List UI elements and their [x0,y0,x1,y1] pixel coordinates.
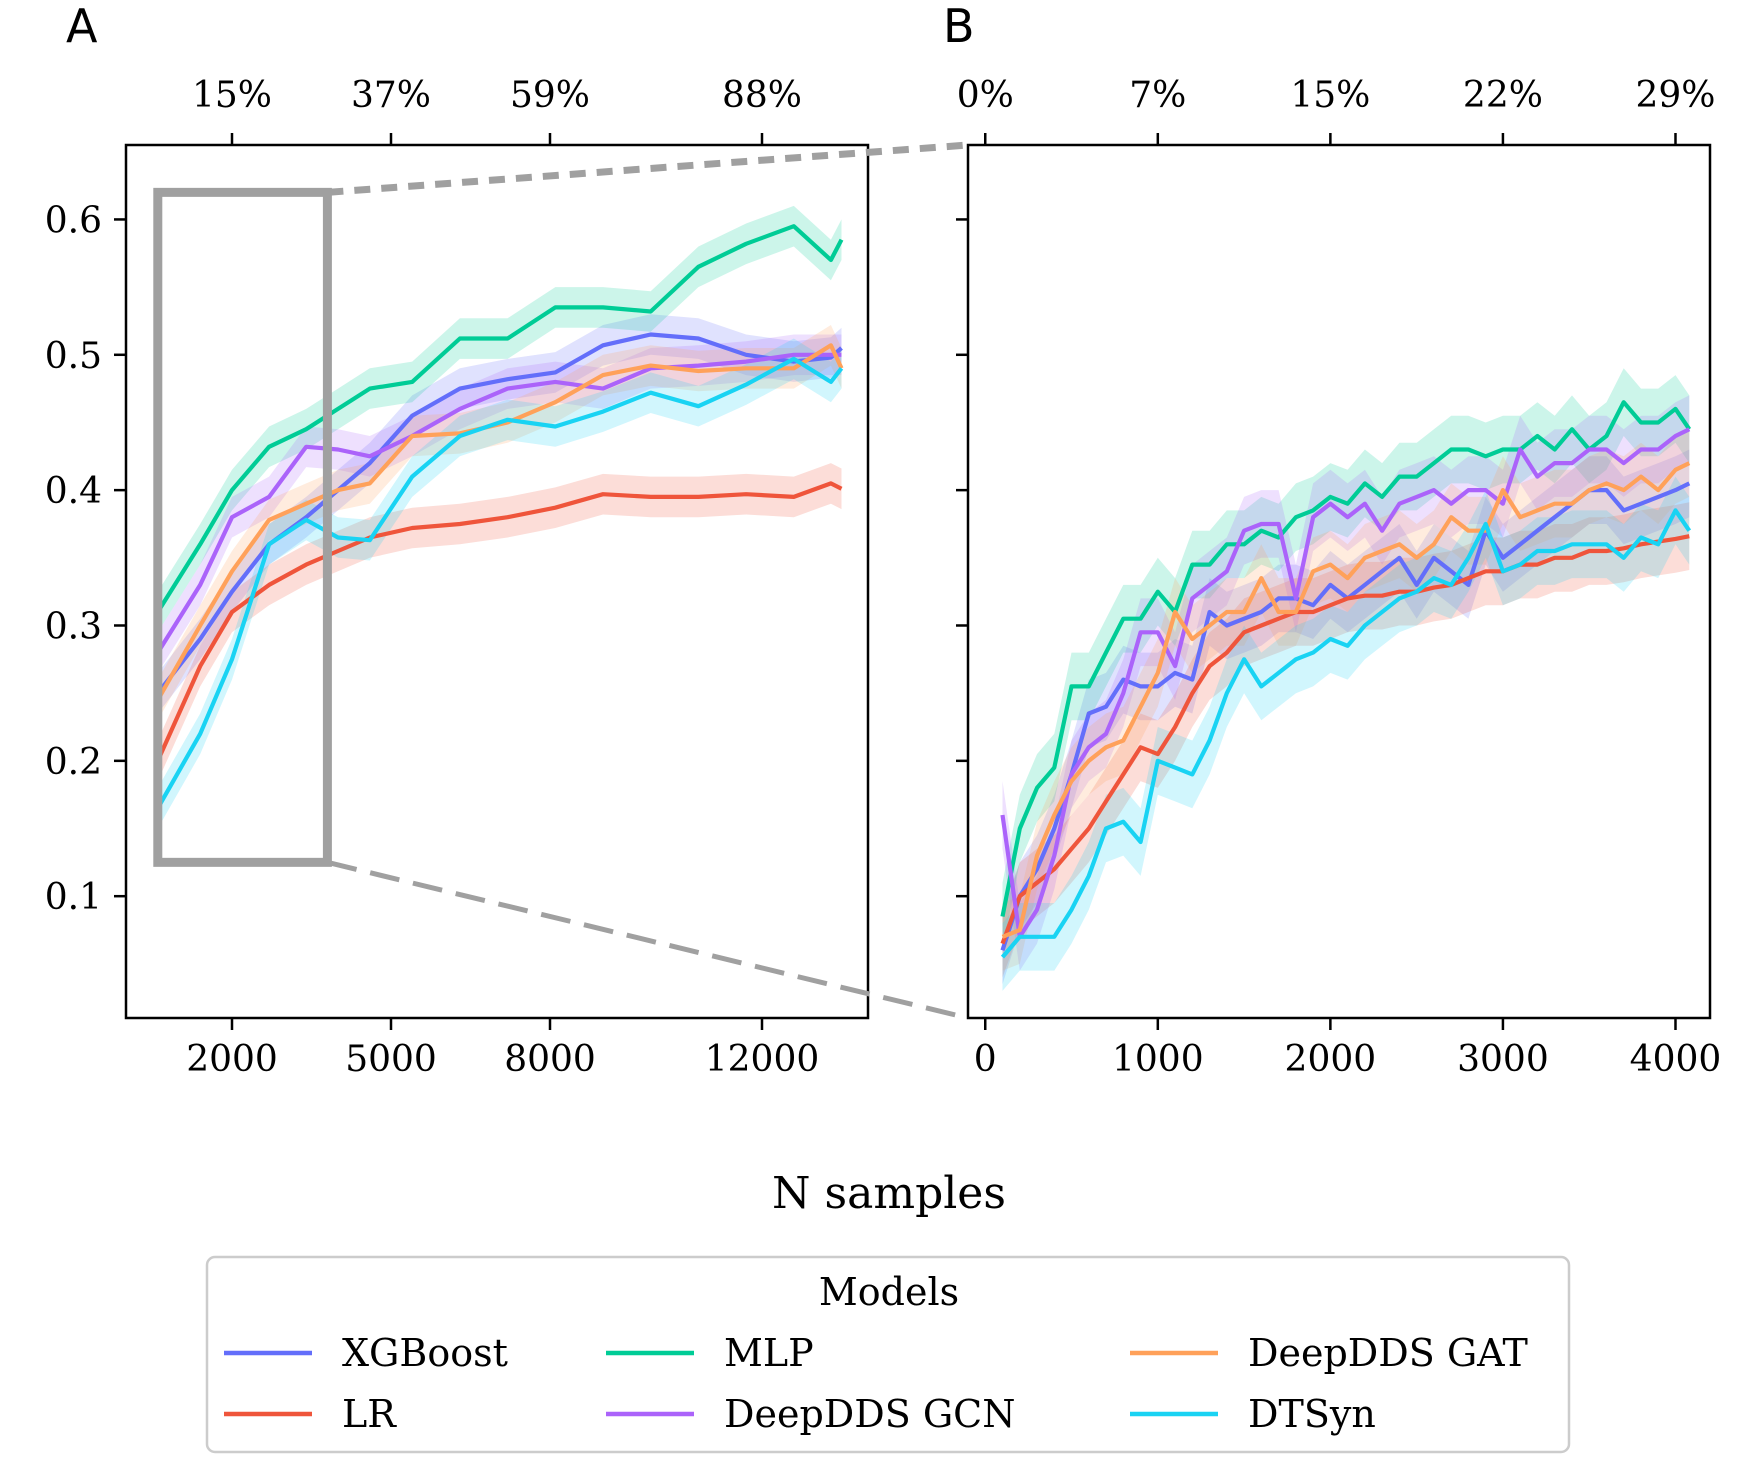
panel-a: 2000 5000 8000 12000 15% 37% 59% 88% 0.1 0.2 0.3 0.… [45,75,870,1080]
panel-a-line-deepdds-gcn [156,352,842,654]
panel-a-y-tick-label: 0.3 [45,606,102,647]
panel-b-frame [966,143,1712,1020]
panel-b-line-deepdds-gat [1001,461,1691,939]
panel-a-frame [124,143,870,1020]
panel-a-y-tick-label: 0.4 [45,471,102,512]
panel-a-letter: A [66,0,98,53]
panel-b-band-dtsyn [1002,476,1690,991]
legend-label-xgboost: XGBoost [342,1331,508,1375]
panel-a-x-tick-label: 5000 [345,1039,437,1080]
panel-a-band-dtsyn [157,338,842,829]
panel-a-top-tick-label: 15% [192,75,272,116]
panel-a-y-tick-label: 0.2 [45,742,102,783]
panel-b-band-deepdds-gat [1002,429,1690,971]
panel-a-line-mlp [156,224,844,614]
panel-a-x-tick-label: 2000 [186,1039,278,1080]
panel-b-x-tick-label: 1000 [1112,1039,1204,1080]
legend-label-lr: LR [342,1392,397,1436]
panel-b-line-dtsyn [1000,508,1692,959]
panel-a-y-tick-label: 0.5 [45,336,102,377]
panel-a-top-tick-label: 88% [722,75,802,116]
zoom-connectors [326,141,969,1021]
legend-frame [205,1255,1571,1454]
panel-b-top-tick-label: 7% [1129,75,1186,116]
panel-b-band-xgboost [1002,449,1690,985]
panel-a-top-tick-label: 59% [510,75,590,116]
panel-b-x-tick-label: 4000 [1630,1039,1722,1080]
zoom-box [153,187,332,867]
panel-a-x-tick-label: 8000 [504,1039,596,1080]
panel-a-y-tick-label: 0.6 [45,200,102,241]
panel-b: 0 1000 2000 3000 4000 0% 7% 15% 22% 29% [956,75,1721,1080]
panel-b-top-tick-label: 15% [1290,75,1370,116]
legend: Models XGBoost LR MLP DeepDDS GCN DeepDDS GA… [205,1255,1571,1454]
legend-items: XGBoost LR MLP DeepDDS GCN DeepDDS GAT DTSyn [224,1331,1528,1436]
panel-b-line-deepdds-gcn [1000,427,1691,939]
panel-b-band-mlp [1002,368,1690,951]
panel-a-top-tick-label: 37% [351,75,431,116]
panel-b-top-tick-label: 22% [1463,75,1543,116]
panel-b-band-deepdds-gcn [1002,395,1690,971]
panel-b-x-tick-label: 0 [974,1039,997,1080]
legend-label-dtsyn: DTSyn [1248,1392,1376,1436]
panel-a-line-xgboost [156,332,843,695]
panel-b-top-tick-label: 29% [1635,75,1715,116]
panel-a-y-tick-label: 0.1 [45,877,102,918]
panel-b-line-mlp [1000,400,1692,917]
panel-a-band-deepdds-gat [157,325,842,721]
legend-title: Models [819,1270,959,1314]
x-axis-label: N samples [772,1168,1006,1219]
legend-label-deepdds-gat: DeepDDS GAT [1248,1331,1528,1375]
zoom-connector-top [327,141,969,196]
panel-b-top-tick-label: 0% [957,75,1014,116]
panel-b-x-tick-label: 3000 [1457,1039,1549,1080]
panel-b-line-lr [1000,534,1690,945]
zoom-connector-bottom [326,859,969,1021]
legend-label-deepdds-gcn: DeepDDS GCN [724,1392,1016,1436]
panel-a-band-mlp [157,205,842,633]
panel-a-x-tick-label: 12000 [705,1039,820,1080]
panel-a-line-lr [155,481,843,762]
panel-a-line-dtsyn [155,356,844,810]
legend-label-mlp: MLP [724,1331,814,1375]
panel-b-x-tick-label: 2000 [1285,1039,1377,1080]
panel-b-letter: B [943,0,975,53]
